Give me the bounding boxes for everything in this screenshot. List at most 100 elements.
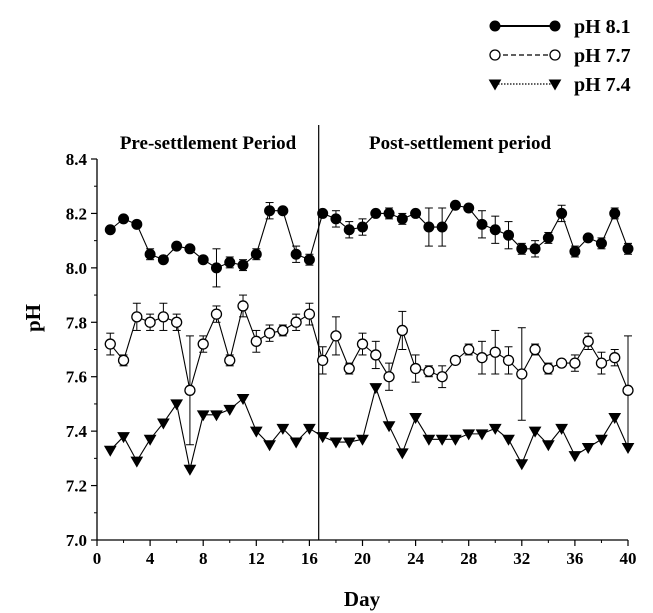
data-point-ph81 bbox=[197, 254, 209, 266]
data-point-ph74 bbox=[435, 434, 449, 446]
data-point-ph77 bbox=[263, 327, 276, 339]
y-tick-label: 7.2 bbox=[66, 477, 87, 496]
x-tick-label: 40 bbox=[620, 549, 637, 568]
data-point-ph81 bbox=[144, 248, 156, 260]
data-point-ph74 bbox=[342, 437, 356, 449]
data-point-ph74 bbox=[157, 418, 170, 430]
data-point-ph74 bbox=[581, 442, 595, 454]
data-point-ph77 bbox=[184, 384, 196, 396]
data-point-ph81 bbox=[595, 237, 607, 249]
annotations: Pre-settlement Period Post-settlement pe… bbox=[120, 133, 552, 154]
plot-area: 7.0 7.2 7.4 7.6 7.8 8.0 8.2 8.4 0 4 8 12 16 20 24 28 32 3… bbox=[66, 125, 637, 568]
data-point-ph77 bbox=[117, 354, 130, 367]
data-point-ph81 bbox=[184, 243, 196, 255]
data-point-ph74 bbox=[462, 429, 476, 441]
y-axis-title: pH bbox=[21, 304, 45, 332]
data-point-ph77 bbox=[356, 338, 369, 350]
data-point-ph77 bbox=[383, 371, 395, 383]
x-tick-label: 12 bbox=[248, 549, 265, 568]
data-point-ph81 bbox=[582, 232, 594, 244]
x-axis-title: Day bbox=[344, 587, 381, 611]
series-line-ph81 bbox=[109, 204, 629, 269]
data-point-ph77 bbox=[595, 357, 608, 369]
data-point-ph77 bbox=[409, 362, 422, 375]
data-point-ph81 bbox=[569, 246, 581, 258]
annotation-pre-settlement: Pre-settlement Period bbox=[120, 133, 297, 154]
data-point-ph74 bbox=[329, 437, 343, 449]
data-point-ph81 bbox=[330, 213, 342, 225]
data-point-ph81 bbox=[317, 207, 329, 219]
data-point-ph77 bbox=[157, 311, 170, 323]
data-point-ph74 bbox=[555, 423, 568, 435]
data-point-ph81 bbox=[622, 243, 634, 255]
data-point-ph77 bbox=[582, 335, 594, 347]
data-point-ph77 bbox=[330, 330, 342, 342]
data-point-ph74 bbox=[263, 440, 276, 452]
data-point-ph81 bbox=[118, 213, 130, 225]
data-point-ph74 bbox=[382, 421, 396, 433]
data-point-ph77 bbox=[370, 349, 382, 361]
legend-entry-ph77: pH 7.7 bbox=[489, 45, 631, 67]
data-point-ph74 bbox=[475, 429, 489, 441]
data-point-ph77 bbox=[290, 316, 302, 328]
y-tick-label: 7.0 bbox=[66, 531, 87, 550]
data-point-ph74 bbox=[409, 413, 422, 425]
data-point-ph74 bbox=[117, 432, 130, 444]
data-point-ph81 bbox=[503, 229, 515, 241]
data-point-ph74 bbox=[210, 410, 223, 422]
data-point-ph74 bbox=[356, 434, 369, 446]
legend-label-ph81: pH 8.1 bbox=[574, 16, 631, 38]
y-tick-label: 8.4 bbox=[66, 150, 88, 169]
series-ph81 bbox=[104, 199, 634, 288]
data-point-ph74 bbox=[196, 410, 210, 422]
data-point-ph77 bbox=[317, 354, 329, 367]
data-point-ph74 bbox=[502, 434, 515, 446]
data-point-ph74 bbox=[528, 426, 542, 438]
data-point-ph81 bbox=[224, 256, 236, 268]
data-point-ph74 bbox=[395, 448, 409, 460]
y-tick-label: 7.4 bbox=[66, 422, 88, 441]
data-point-ph77 bbox=[250, 335, 262, 347]
data-point-ph77 bbox=[476, 352, 488, 364]
data-point-ph74 bbox=[303, 423, 316, 435]
data-point-ph74 bbox=[276, 423, 290, 435]
data-point-ph81 bbox=[489, 224, 501, 236]
data-point-ph81 bbox=[396, 213, 408, 225]
data-point-ph74 bbox=[541, 440, 555, 452]
data-point-ph81 bbox=[556, 207, 568, 219]
legend-entry-ph81: pH 8.1 bbox=[489, 16, 631, 38]
data-point-ph77 bbox=[423, 365, 435, 377]
data-point-ph81 bbox=[157, 254, 169, 266]
data-point-ph81 bbox=[609, 207, 621, 219]
y-tick-label: 8.2 bbox=[66, 204, 87, 223]
series-ph77 bbox=[104, 294, 634, 446]
series-ph74 bbox=[103, 383, 635, 476]
data-point-ph81 bbox=[449, 199, 461, 211]
data-point-ph81 bbox=[250, 248, 262, 260]
data-point-ph81 bbox=[370, 207, 382, 219]
data-point-ph74 bbox=[515, 459, 529, 471]
data-point-ph81 bbox=[237, 259, 249, 271]
x-tick-label: 36 bbox=[566, 549, 583, 568]
data-point-ph77 bbox=[396, 324, 408, 337]
data-point-ph77 bbox=[343, 362, 355, 375]
data-point-ph74 bbox=[249, 426, 263, 438]
data-point-ph81 bbox=[489, 20, 501, 32]
data-point-ph74 bbox=[548, 79, 562, 91]
data-point-ph77 bbox=[549, 49, 561, 61]
data-point-ph77 bbox=[210, 308, 223, 320]
data-point-ph74 bbox=[608, 413, 622, 425]
data-point-ph77 bbox=[277, 324, 289, 337]
data-point-ph81 bbox=[529, 243, 541, 255]
y-tick-label: 8.0 bbox=[66, 259, 87, 278]
data-point-ph77 bbox=[569, 357, 581, 369]
data-point-ph77 bbox=[489, 346, 501, 358]
data-point-ph81 bbox=[436, 221, 448, 233]
data-point-ph74 bbox=[103, 445, 117, 457]
data-point-ph81 bbox=[104, 224, 116, 236]
data-point-ph77 bbox=[303, 308, 316, 320]
data-point-ph81 bbox=[383, 207, 395, 219]
data-point-ph77 bbox=[144, 316, 156, 328]
data-point-ph81 bbox=[210, 262, 222, 274]
data-point-ph74 bbox=[449, 434, 462, 446]
